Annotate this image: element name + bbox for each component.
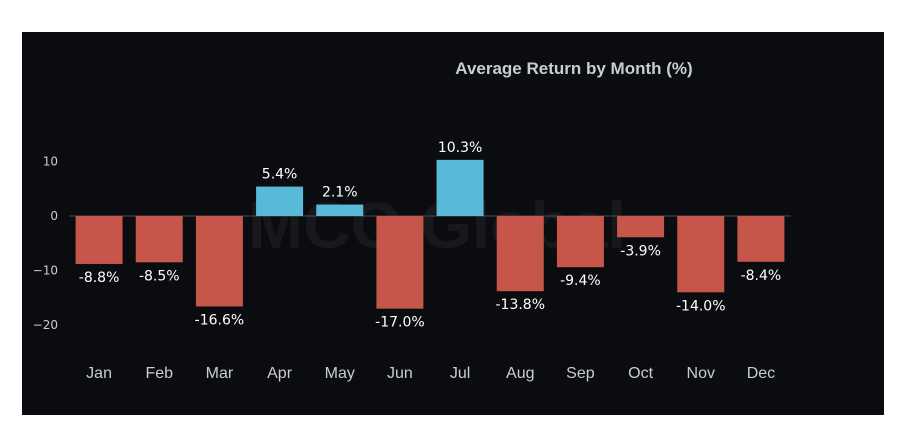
data-label-oct: -3.9% [620,243,661,259]
x-tick-label-aug: Aug [506,365,534,382]
y-axis: 10 0 −10 −20 [33,155,58,333]
data-label-apr: 5.4% [262,167,298,183]
chart-panel: MCO Global Average Return by Month (%) 1… [22,32,884,415]
data-label-dec: -8.4% [741,268,782,284]
data-label-mar: -16.6% [195,312,245,328]
data-label-jun: -17.0% [375,315,425,331]
bar-oct [617,216,665,238]
y-tick-label: −20 [33,318,58,332]
bar-jul [436,159,484,216]
x-tick-label-jul: Jul [450,365,470,382]
x-tick-label-sep: Sep [566,365,595,382]
y-tick-label: −10 [33,264,58,278]
bar-may [316,204,364,216]
data-label-jul: 10.3% [438,140,482,156]
data-label-may: 2.1% [322,185,358,201]
x-tick-label-nov: Nov [687,365,715,382]
x-tick-label-feb: Feb [145,365,173,382]
x-tick-label-mar: Mar [206,365,234,382]
data-label-jan: -8.8% [79,270,120,286]
bar-sep [556,216,604,268]
x-tick-label-oct: Oct [628,365,653,382]
bar-dec [737,216,785,262]
bar-jun [376,216,424,309]
bar-feb [135,216,183,263]
bars-group [75,159,785,309]
bar-apr [256,186,304,216]
x-tick-label-jan: Jan [86,365,112,382]
data-labels-group: -8.8% -8.5% -16.6% 5.4% 2.1% -17.0% 10.3% -13.8… [79,140,781,331]
bar-aug [496,216,544,292]
data-label-sep: -9.4% [560,273,601,289]
chart-title: Average Return by Month (%) [455,59,692,78]
data-label-feb: -8.5% [139,268,180,284]
data-label-nov: -14.0% [676,298,726,314]
x-tick-label-dec: Dec [747,365,775,382]
x-tick-label-jun: Jun [387,365,413,382]
bar-nov [677,216,725,293]
y-tick-label: 10 [43,155,58,169]
x-tick-label-apr: Apr [267,365,293,382]
bar-chart: MCO Global Average Return by Month (%) 1… [33,59,791,382]
x-tick-label-may: May [325,365,355,382]
y-tick-label: 0 [50,209,58,223]
x-axis: Jan Feb Mar Apr May Jun Jul Aug Sep Oct Nov Dec [86,365,775,382]
bar-mar [195,216,243,307]
data-label-aug: -13.8% [495,297,545,313]
bar-jan [75,216,123,264]
